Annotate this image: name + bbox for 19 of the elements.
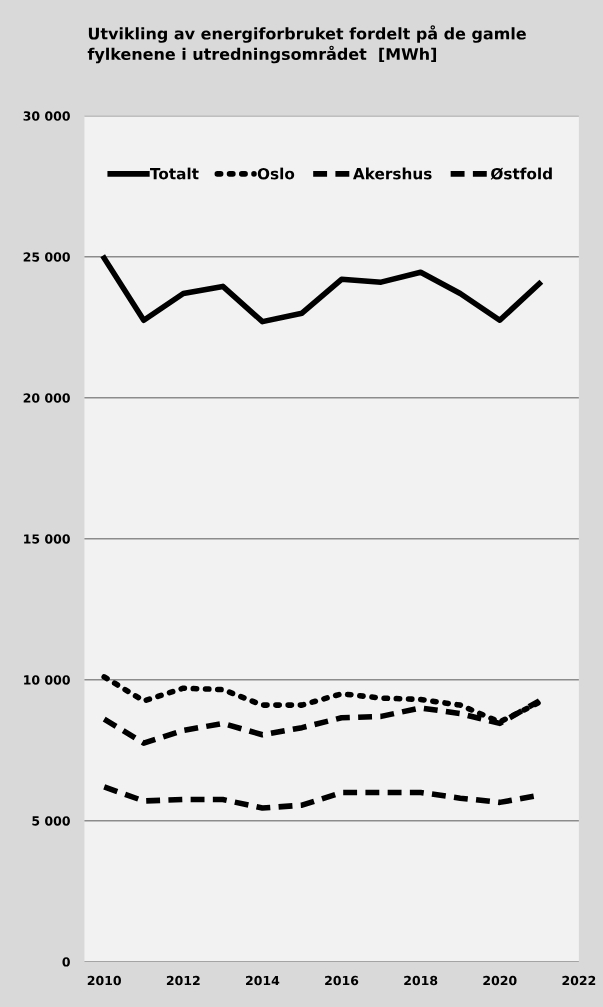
x-tick-label: 2012 bbox=[166, 975, 200, 986]
y-tick-label: 20 000 bbox=[23, 393, 70, 403]
y-tick-label: 0 bbox=[62, 957, 70, 967]
x-tick-label: 2020 bbox=[483, 975, 517, 986]
legend-label: Akershus bbox=[352, 167, 432, 180]
y-tick-label: 10 000 bbox=[24, 675, 70, 685]
y-tick-label: 15 000 bbox=[24, 534, 70, 544]
y-tick-label: 5 000 bbox=[32, 816, 70, 826]
x-tick-label: 2018 bbox=[404, 975, 438, 986]
legend-label: Østfold bbox=[490, 167, 552, 180]
y-tick-label: 25 000 bbox=[23, 252, 70, 262]
y-tick-label: 30 000 bbox=[23, 111, 70, 121]
legend-label: Totalt bbox=[150, 167, 199, 180]
x-tick-label: 2016 bbox=[325, 975, 359, 986]
x-tick-label: 2014 bbox=[246, 975, 280, 986]
x-tick-label: 2022 bbox=[562, 975, 596, 986]
x-tick-label: 2010 bbox=[87, 975, 121, 986]
chart-title: Utvikling av energiforbruket fordelt på de gamle fylkenene i utredningsområdet [MWh] bbox=[87, 25, 526, 64]
legend-label: Oslo bbox=[257, 167, 295, 180]
